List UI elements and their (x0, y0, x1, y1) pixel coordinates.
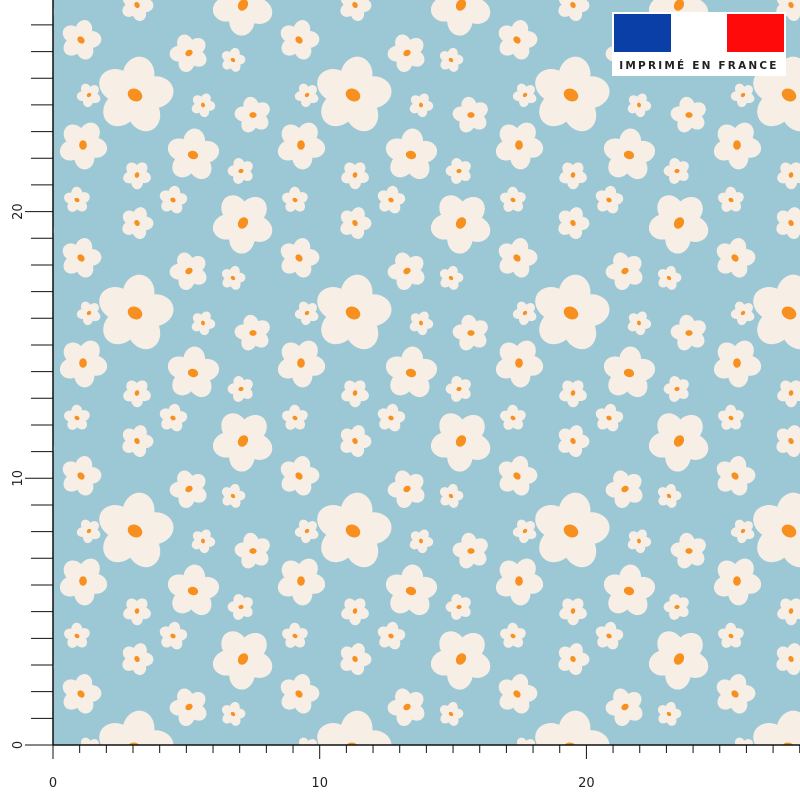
flag-red (727, 14, 784, 52)
ruler-label: 20 (578, 776, 595, 791)
flag-blue (614, 14, 671, 52)
made-in-france-badge: IMPRIMÉ EN FRANCE (612, 12, 786, 76)
fabric-pattern (53, 0, 800, 745)
ruler: 0 10 20 0 10 20 (11, 0, 800, 791)
badge-text: IMPRIMÉ EN FRANCE (619, 59, 778, 72)
flag-white (671, 14, 727, 52)
ruler-label: 20 (11, 203, 26, 220)
ruler-label: 0 (49, 776, 57, 791)
ruler-label: 10 (11, 470, 26, 487)
ruler-label: 0 (11, 741, 26, 749)
ruler-label: 10 (311, 776, 328, 791)
